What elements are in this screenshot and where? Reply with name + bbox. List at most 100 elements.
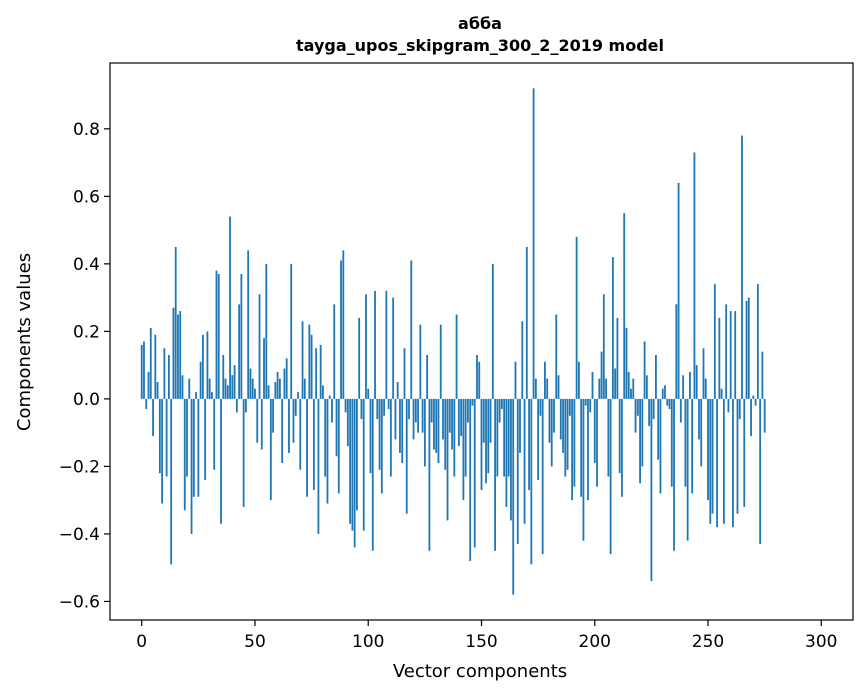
bar — [580, 398, 583, 497]
bar — [455, 314, 458, 399]
bar — [480, 398, 483, 491]
bar — [507, 398, 510, 477]
bar — [410, 260, 413, 399]
bar — [201, 334, 204, 399]
bar — [494, 398, 496, 551]
bar — [738, 398, 741, 420]
bar — [661, 388, 664, 399]
bar — [299, 398, 302, 470]
bar — [489, 398, 492, 443]
bar — [539, 398, 542, 416]
bar — [337, 398, 340, 494]
y-axis-ticks: −0.6 −0.4 −0.2 0.0 0.2 0.4 0.6 0.8 — [59, 120, 110, 612]
bar — [641, 398, 644, 467]
bar — [213, 398, 216, 470]
bar — [335, 398, 338, 457]
bar — [625, 328, 628, 399]
bar — [734, 311, 737, 399]
x-tick-label: 0 — [136, 632, 147, 652]
bar — [222, 355, 225, 399]
x-tick-label: 100 — [352, 632, 384, 652]
bar — [288, 398, 290, 453]
bar — [571, 398, 574, 501]
bar — [249, 368, 252, 399]
bar — [732, 398, 734, 528]
bar — [451, 398, 453, 450]
bar — [457, 398, 460, 447]
bar — [233, 365, 236, 399]
bar — [677, 182, 680, 399]
bar — [396, 382, 399, 399]
bars-group — [140, 88, 766, 595]
bar — [530, 398, 533, 565]
bar — [505, 398, 508, 507]
bar — [149, 328, 152, 399]
y-tick-label: −0.6 — [59, 592, 100, 612]
bar — [659, 398, 662, 494]
bar — [188, 378, 191, 399]
x-axis-label: Vector components — [393, 661, 567, 682]
bar — [630, 388, 632, 399]
bar — [725, 304, 728, 399]
chart-title: абба — [458, 14, 502, 33]
bar — [566, 398, 569, 470]
bar — [618, 398, 621, 474]
bar — [686, 398, 689, 541]
bar — [161, 398, 163, 504]
bar — [761, 351, 764, 399]
bar — [700, 398, 703, 467]
bar — [317, 398, 320, 534]
bar — [383, 398, 385, 416]
bar — [226, 385, 229, 399]
bar — [636, 398, 639, 416]
bar — [256, 398, 259, 443]
bar — [147, 371, 150, 399]
bar — [294, 398, 297, 416]
bar — [485, 398, 487, 484]
bar — [741, 135, 743, 399]
bar — [306, 398, 308, 497]
bar — [174, 246, 177, 399]
bar — [328, 395, 331, 399]
bar — [319, 344, 322, 399]
bar — [763, 398, 766, 433]
bar — [516, 398, 519, 545]
bar — [426, 355, 429, 399]
bar — [365, 294, 367, 399]
bar — [675, 304, 678, 399]
bar — [417, 398, 419, 433]
bar — [140, 344, 143, 399]
bar — [582, 398, 585, 541]
plot-frame — [109, 62, 854, 621]
bar — [598, 378, 601, 399]
bar — [702, 348, 705, 399]
bar — [281, 398, 284, 464]
bar — [186, 398, 188, 477]
bar — [532, 88, 535, 399]
bar — [439, 324, 442, 399]
bar — [471, 398, 474, 406]
bar — [621, 398, 623, 497]
bar — [544, 361, 546, 399]
bar — [437, 398, 440, 464]
x-tick-label: 250 — [692, 632, 724, 652]
bar — [510, 398, 512, 521]
x-tick-label: 300 — [805, 632, 837, 652]
bar — [399, 398, 401, 453]
x-tick-label: 50 — [244, 632, 266, 652]
bar — [197, 398, 200, 497]
bar — [657, 398, 660, 460]
bar — [453, 398, 456, 477]
bar — [369, 398, 372, 474]
bar — [596, 398, 598, 487]
bar — [367, 388, 370, 399]
bar — [340, 260, 342, 399]
bar — [704, 378, 707, 399]
bar — [722, 398, 725, 524]
bar — [460, 398, 463, 437]
bar — [297, 392, 299, 399]
bar — [587, 398, 589, 501]
bar — [263, 338, 265, 399]
bar — [272, 398, 274, 433]
